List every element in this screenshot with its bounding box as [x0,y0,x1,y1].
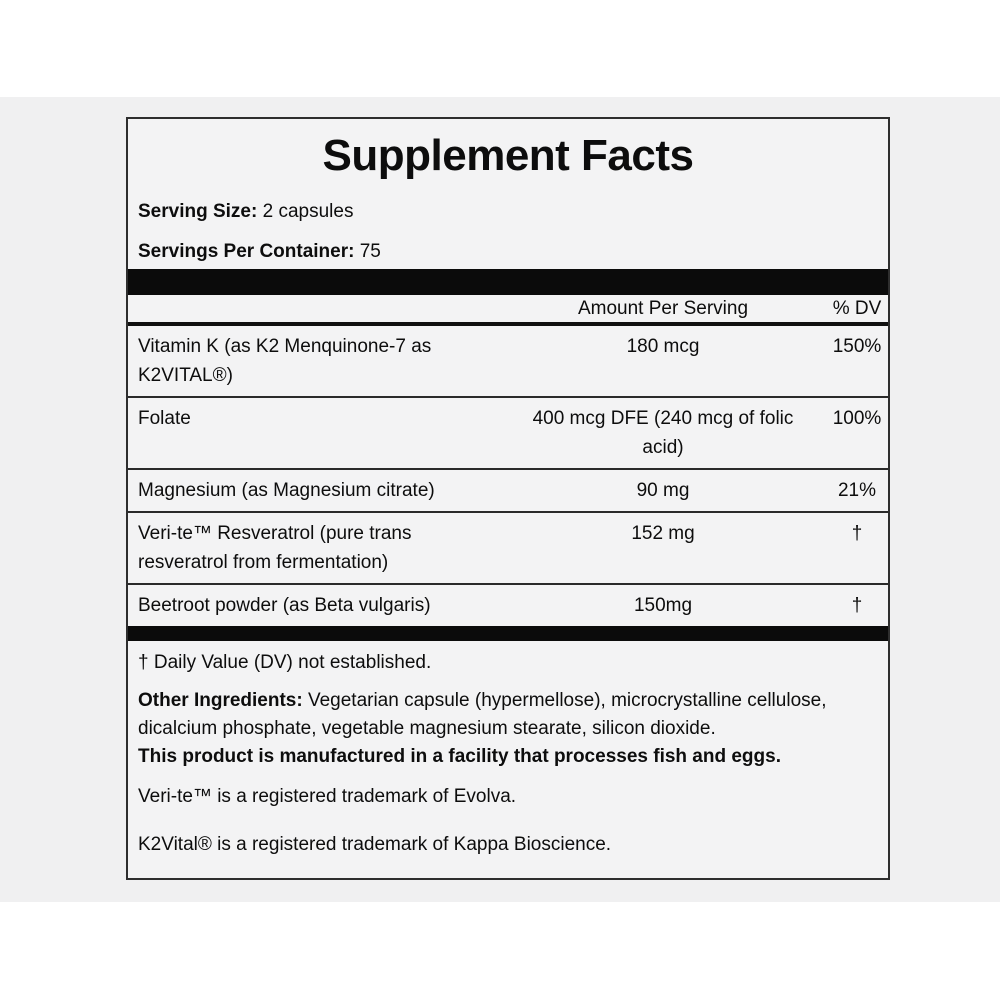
servings-per-container-line: Servings Per Container: 75 [128,240,888,264]
k2vital-trademark-note: K2Vital® is a registered trademark of Ka… [138,834,612,855]
dv-not-established-note: † Daily Value (DV) not established. [138,652,432,673]
nutrient-amount: 150mg [633,595,693,616]
serving-size-value: 2 capsules [262,201,354,222]
divider-bar-top [128,269,888,295]
nutrient-dv: † [851,595,863,616]
veri-te-trademark-note: Veri-te™ is a registered trademark of Ev… [138,786,517,807]
nutrient-dv: † [851,523,863,544]
nutrient-dv: 150% [832,336,882,357]
servings-per-container-label: Servings Per Container: [138,241,355,262]
table-row: Veri-te™ Resveratrol (pure trans resvera… [128,513,888,585]
nutrient-name: Beetroot powder (as Beta vulgaris) [138,595,431,616]
table-row: Folate 400 mcg DFE (240 mcg of folic aci… [128,398,888,470]
serving-size-line: Serving Size: 2 capsules [128,200,888,224]
divider-bar-bottom [128,626,888,641]
nutrient-table-body: Vitamin K (as K2 Menquinone-7 as K2VITAL… [128,326,888,626]
nutrient-name: Veri-te™ Resveratrol (pure trans resvera… [138,523,412,573]
allergen-note: This product is manufactured in a facili… [138,746,781,767]
table-header-row: Amount Per Serving % DV [128,295,888,326]
nutrient-amount: 180 mcg [626,336,700,357]
serving-size-label: Serving Size: [138,201,258,222]
nutrient-dv: 21% [837,480,877,501]
footnotes-section: † Daily Value (DV) not established. Othe… [128,649,888,859]
other-ingredients-paragraph: Other Ingredients: Vegetarian capsule (h… [138,687,878,743]
nutrient-name: Vitamin K (as K2 Menquinone-7 as K2VITAL… [138,336,432,386]
header-amount-per-serving: Amount Per Serving [577,297,749,319]
supplement-facts-panel: Supplement Facts Serving Size: 2 capsule… [126,117,890,880]
header-percent-dv: % DV [832,297,882,319]
table-row: Magnesium (as Magnesium citrate) 90 mg 2… [128,470,888,513]
nutrient-amount: 152 mg [631,523,695,544]
nutrient-name: Folate [138,408,191,429]
nutrient-name: Magnesium (as Magnesium citrate) [138,480,435,501]
servings-per-container-value: 75 [359,241,381,262]
nutrient-amount: 90 mg [636,480,690,501]
panel-title: Supplement Facts [322,131,694,180]
other-ingredients-label: Other Ingredients: [138,690,303,711]
nutrient-dv: 100% [832,408,882,429]
table-row: Vitamin K (as K2 Menquinone-7 as K2VITAL… [128,326,888,398]
nutrient-amount: 400 mcg DFE (240 mcg of folic acid) [532,408,794,458]
other-ingredients-text: Vegetarian capsule (hypermellose), micro… [138,690,827,739]
table-row: Beetroot powder (as Beta vulgaris) 150mg… [128,585,888,626]
